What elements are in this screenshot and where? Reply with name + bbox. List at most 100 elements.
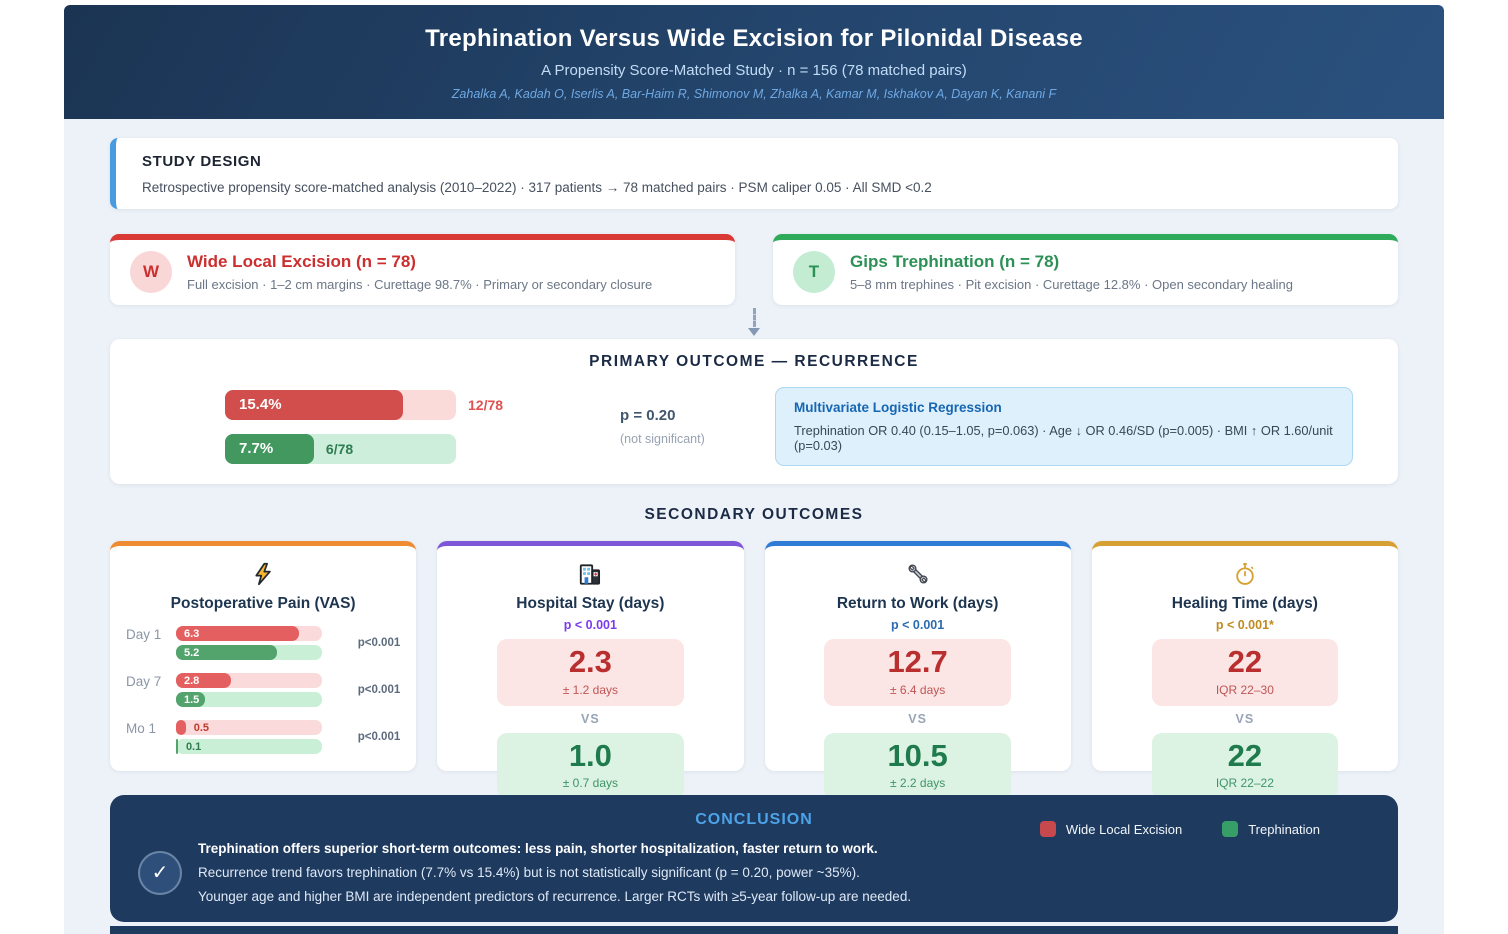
primary-outcome-heading: PRIMARY OUTCOME — RECURRENCE: [589, 353, 919, 370]
hospital-stay-treph-sub: ± 0.7 days: [562, 776, 619, 791]
legend-item-wle: Wide Local Excision: [1039, 821, 1183, 837]
primary-p-value: p = 0.20: [620, 407, 676, 424]
legend-swatch-wle: [1039, 821, 1056, 837]
recurrence-bar-treph: 7.7% 6/78: [225, 433, 525, 464]
return-to-work-treph-value: 10.5: [887, 737, 948, 773]
primary-outcome-card: PRIMARY OUTCOME — RECURRENCE 15.4% 12/78: [110, 339, 1398, 484]
legend-label-wle: Wide Local Excision: [1065, 821, 1183, 837]
return-to-work-wle-value: 12.7: [887, 644, 948, 679]
arm-w-initial: W: [142, 262, 160, 281]
return-to-work-pvalue: p < 0.001: [891, 618, 945, 632]
healing-time-wle-value: 22: [1227, 644, 1263, 679]
pain-bar-day1-wle: 6.3: [176, 626, 322, 641]
return-to-work-wle-sub: ± 6.4 days: [889, 682, 946, 697]
hospital-stay-title: Hospital Stay (days): [516, 595, 665, 612]
pain-label-mo1: Mo 1: [126, 721, 157, 736]
pain-label-day7: Day 7: [126, 674, 162, 689]
legend-item-treph: Trephination: [1222, 821, 1320, 837]
treatment-arms: W Wide Local Excision (n = 78) Full exci…: [110, 234, 1398, 305]
conclusion-lines: Trephination offers superior short-term …: [198, 841, 911, 904]
conclusion-body: ✓ Trephination offers superior short-ter…: [138, 841, 1370, 904]
regression-heading: Multivariate Logistic Regression: [794, 400, 1002, 415]
legend-label-treph: Trephination: [1248, 821, 1320, 837]
p-value-block: p = 0.20 (not significant): [620, 407, 745, 446]
hospital-stay-wle-value: 2.3: [568, 644, 612, 679]
study-design-card: STUDY DESIGN Retrospective propensity sc…: [110, 138, 1398, 209]
pain-card: Postoperative Pain (VAS) Day 1 6.3 5.2: [110, 541, 417, 771]
recurrence-fill-treph: 7.7%: [225, 433, 314, 464]
recurrence-bar-chart: 15.4% 12/78 7.7% 6/78: [225, 389, 525, 464]
arm-t-title: Gips Trephination (n = 78): [850, 252, 1060, 271]
hospital-stay-card: Hospital Stay (days) p < 0.001 2.3 ± 1.2…: [437, 541, 744, 800]
return-to-work-title: Return to Work (days): [836, 595, 999, 612]
conclusion-line-1: Trephination offers superior short-term …: [198, 841, 878, 856]
arm-card-wide-excision: W Wide Local Excision (n = 78) Full exci…: [110, 234, 735, 305]
conclusion-line-2: Recurrence trend favors trephination (7.…: [198, 865, 860, 880]
primary-p-note: (not significant): [620, 432, 705, 446]
conclusion-panel: Wide Local Excision Trephination CONCLUS…: [110, 795, 1398, 922]
arm-t-avatar: T: [793, 251, 835, 293]
return-to-work-wle-box: 12.7 ± 6.4 days: [824, 639, 1011, 706]
pain-bar-mo1-wle: 0.5: [176, 720, 322, 735]
hospital-stay-wle-sub: ± 1.2 days: [562, 682, 619, 697]
legend: Wide Local Excision Trephination: [1039, 821, 1320, 837]
footer-bar: [110, 926, 1398, 934]
pain-p-mo1: p<0.001: [357, 731, 401, 743]
wrench-icon: [781, 559, 1055, 589]
page-title: Trephination Versus Wide Excision for Pi…: [425, 25, 1083, 52]
recurrence-count-wle: 12/78: [468, 396, 504, 413]
pain-bar-day1-treph: 5.2: [176, 645, 322, 660]
primary-outcome-row: 15.4% 12/78 7.7% 6/78: [155, 387, 1353, 466]
page-subtitle: A Propensity Score-Matched Study · n = 1…: [541, 62, 967, 79]
regression-box: Multivariate Logistic Regression Trephin…: [775, 387, 1353, 466]
hospital-stay-treph-box: 1.0 ± 0.7 days: [497, 732, 684, 800]
arm-w-avatar: W: [130, 251, 172, 293]
pain-bar-mo1-treph: 0.1: [176, 739, 322, 754]
down-arrow-icon: [110, 305, 1398, 339]
arm-t-textblock: Gips Trephination (n = 78) 5–8 mm trephi…: [850, 252, 1293, 292]
healing-time-card: Healing Time (days) p < 0.001* 22 IQR 22…: [1091, 541, 1398, 800]
vs-label: vs: [581, 711, 600, 726]
infographic-page: Trephination Versus Wide Excision for Pi…: [64, 5, 1444, 934]
recurrence-pct-wle: 15.4%: [239, 396, 282, 413]
pain-group-day7: Day 7 2.8 1.5 p<0.001: [126, 673, 400, 707]
content: STUDY DESIGN Retrospective propensity sc…: [64, 138, 1444, 934]
healing-time-wle-sub: IQR 22–30: [1215, 682, 1274, 697]
header: Trephination Versus Wide Excision for Pi…: [64, 5, 1444, 119]
healing-time-treph-box: 22 IQR 22–22: [1151, 732, 1339, 800]
pain-group-mo1: Mo 1 0.5 0.1 p<0.001: [126, 720, 400, 754]
vs-label: vs: [908, 711, 927, 726]
arm-w-textblock: Wide Local Excision (n = 78) Full excisi…: [187, 252, 652, 292]
study-design-heading: STUDY DESIGN: [142, 153, 262, 170]
lightning-icon: [126, 559, 400, 589]
legend-swatch-treph: [1222, 821, 1239, 837]
pain-group-day1: Day 1 6.3 5.2 p<0.001: [126, 626, 400, 660]
pain-bar-chart: Day 1 6.3 5.2 p<0.001 Day 7: [126, 626, 400, 754]
secondary-outcomes-heading: SECONDARY OUTCOMES: [644, 506, 864, 523]
return-to-work-treph-box: 10.5 ± 2.2 days: [824, 732, 1011, 800]
regression-text: Trephination OR 0.40 (0.15–1.05, p=0.063…: [794, 423, 1333, 453]
checkmark-icon: ✓: [138, 850, 182, 895]
hospital-stay-wle-box: 2.3 ± 1.2 days: [497, 639, 684, 706]
arm-w-title: Wide Local Excision (n = 78): [187, 252, 416, 271]
pain-bar-day7-treph: 1.5: [176, 692, 322, 707]
healing-time-treph-sub: IQR 22–22: [1215, 776, 1274, 791]
pain-p-day7: p<0.001: [357, 684, 401, 696]
healing-time-title: Healing Time (days): [1171, 595, 1318, 612]
pain-card-title: Postoperative Pain (VAS): [170, 595, 356, 612]
hospital-stay-treph-value: 1.0: [568, 737, 612, 773]
arm-w-details: Full excision · 1–2 cm margins · Curetta…: [187, 277, 653, 292]
pain-bar-day7-wle: 2.8: [176, 673, 322, 688]
healing-time-wle-box: 22 IQR 22–30: [1151, 639, 1339, 706]
arm-card-trephination: T Gips Trephination (n = 78) 5–8 mm trep…: [773, 234, 1398, 305]
arm-t-details: 5–8 mm trephines · Pit excision · Curett…: [850, 277, 1293, 292]
conclusion-heading: CONCLUSION: [695, 811, 813, 828]
pain-p-day1: p<0.001: [357, 637, 401, 649]
arm-t-initial: T: [808, 262, 820, 281]
hospital-stay-pvalue: p < 0.001: [563, 618, 617, 632]
authors-line: Zahalka A, Kadah O, Iserlis A, Bar-Haim …: [451, 87, 1057, 101]
conclusion-line-3: Younger age and higher BMI are independe…: [198, 889, 912, 904]
return-to-work-treph-sub: ± 2.2 days: [889, 776, 946, 791]
hospital-icon: [453, 559, 727, 589]
healing-time-pvalue: p < 0.001*: [1215, 618, 1274, 632]
